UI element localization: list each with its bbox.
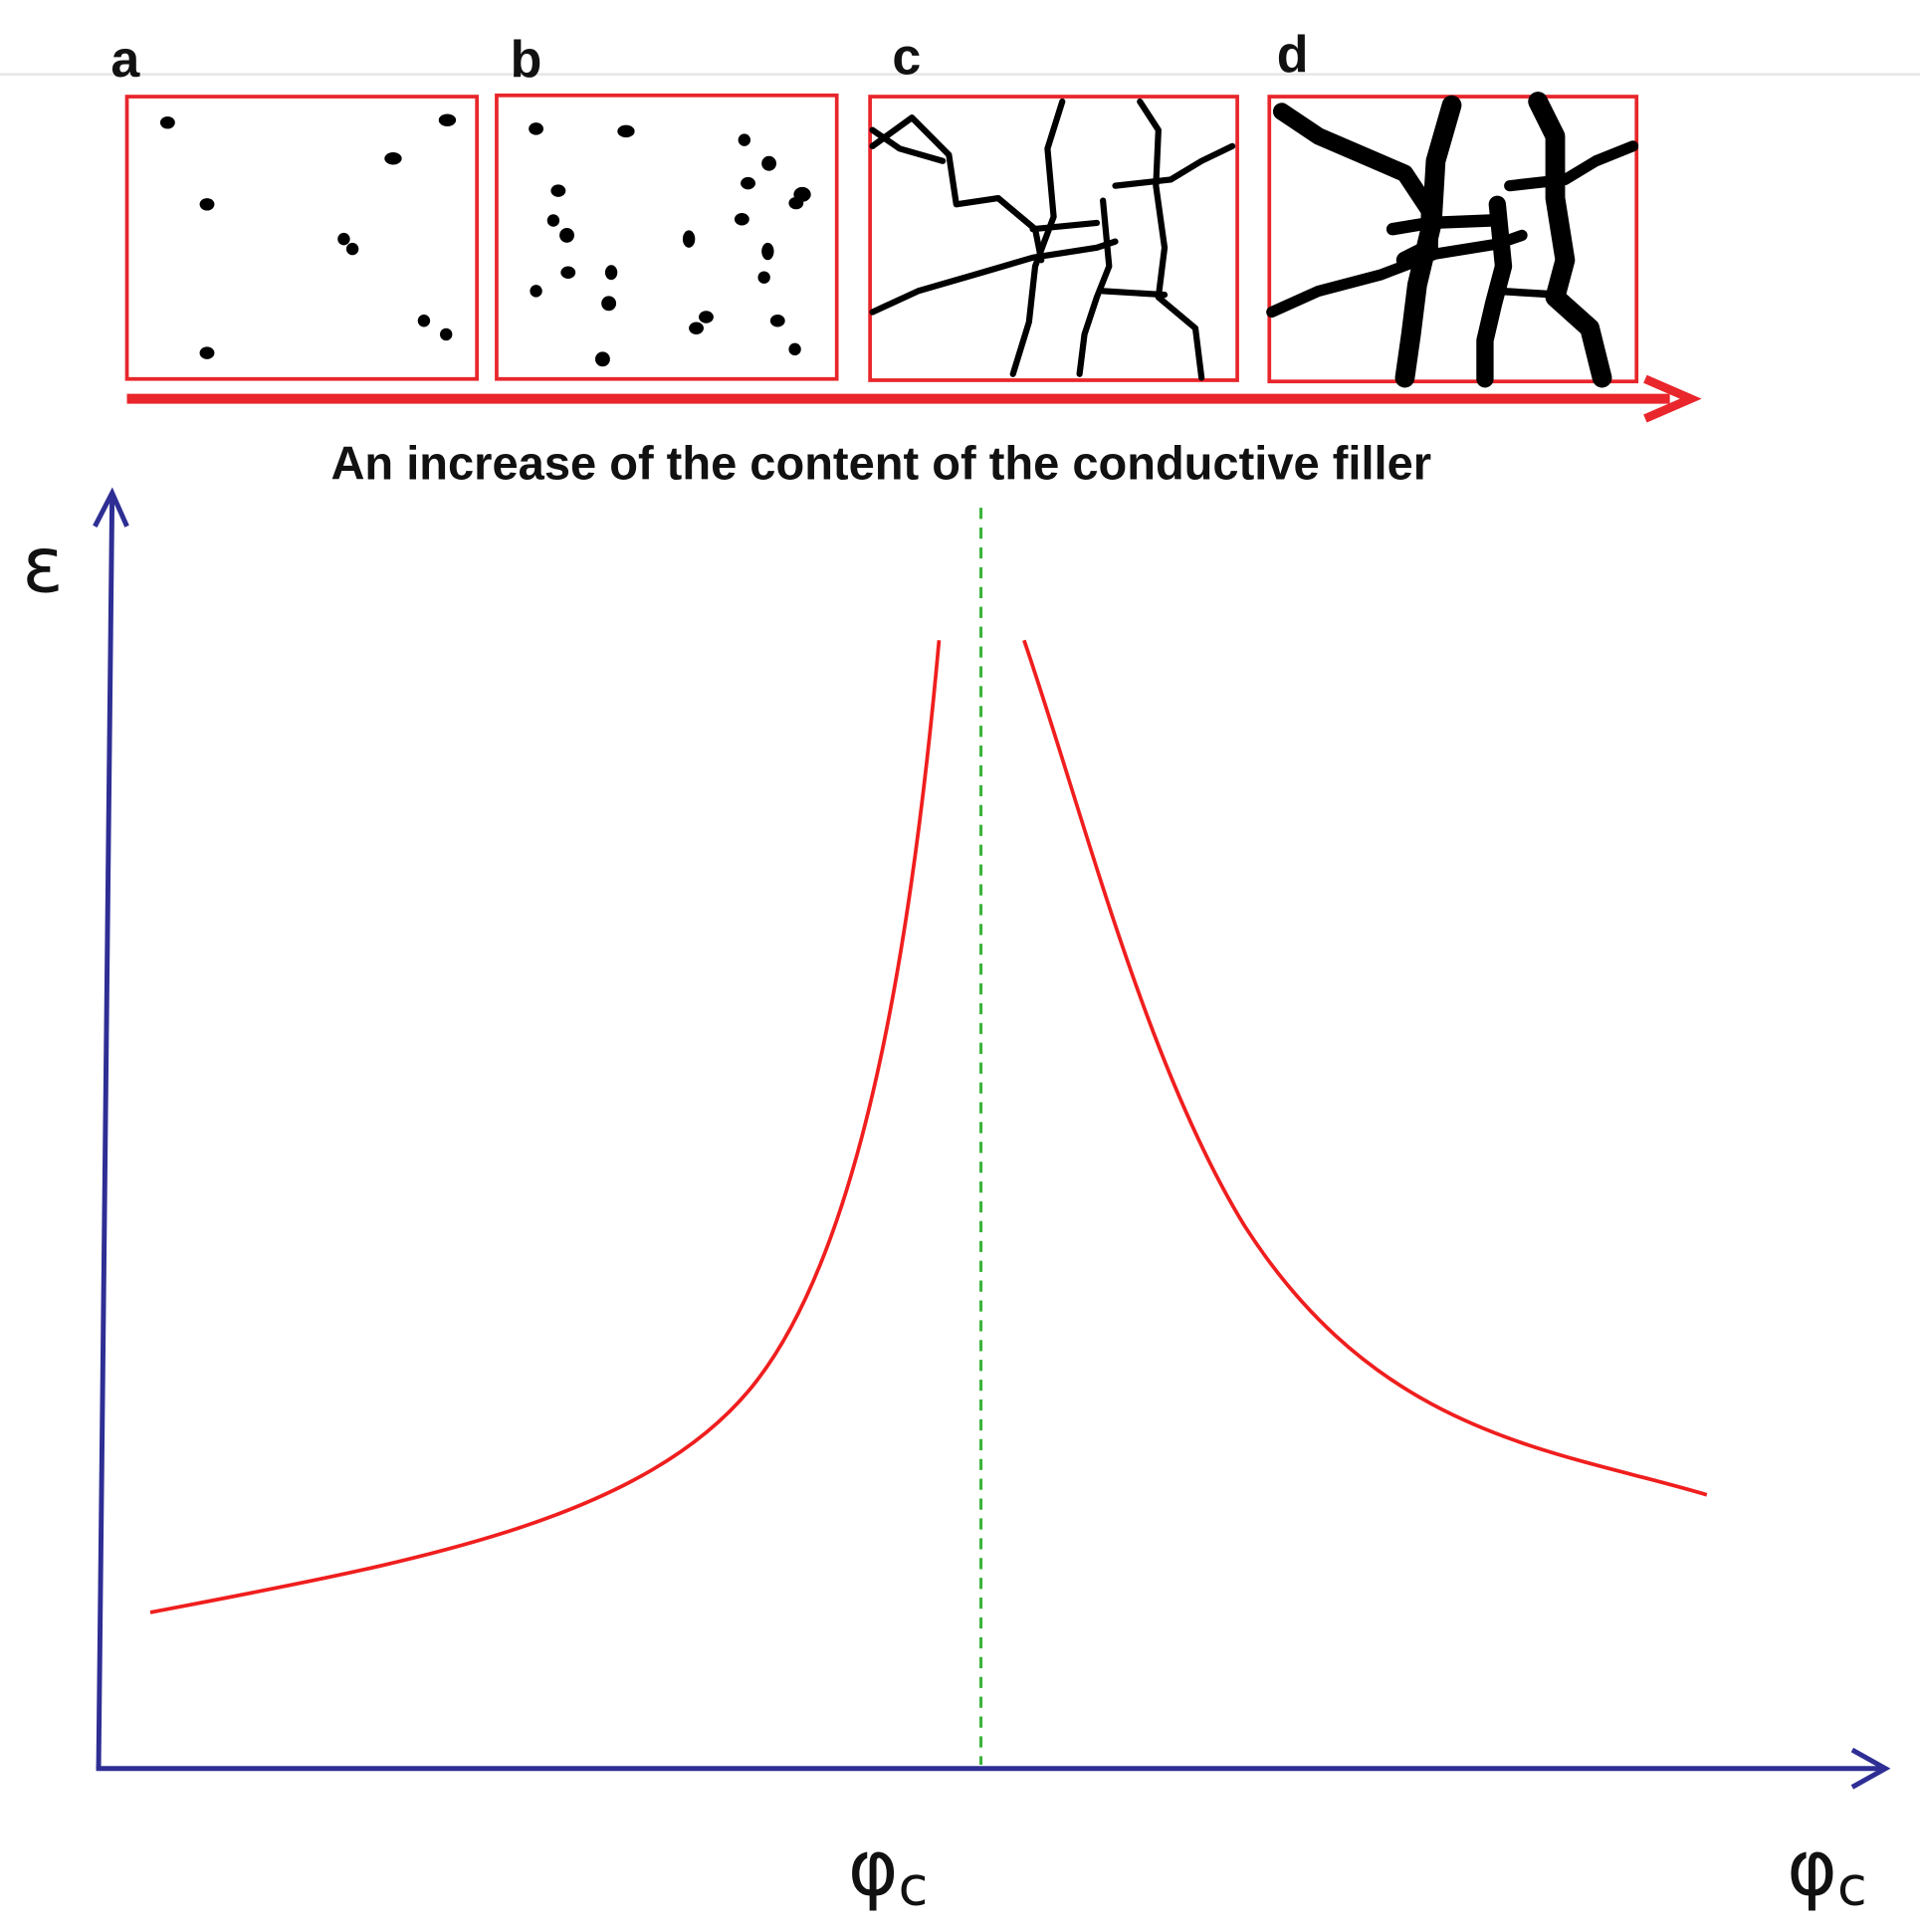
panel-label: b <box>511 31 542 89</box>
panel-frame <box>495 93 839 381</box>
panel-label: a <box>110 31 140 89</box>
arrow-head <box>1643 374 1702 423</box>
panel-label: d <box>1277 26 1309 84</box>
curve <box>1022 639 1708 1497</box>
caption: An increase of the content of the conduc… <box>330 436 1431 489</box>
particles <box>159 113 457 359</box>
curve <box>149 640 942 1614</box>
arrow-head <box>1850 1747 1891 1790</box>
symbol: φ <box>1787 1825 1837 1914</box>
subscript: c <box>1837 1854 1867 1918</box>
particles <box>529 122 811 367</box>
arrow-head <box>93 487 129 528</box>
conductive-network <box>869 98 1236 381</box>
x-axis-label: φc <box>1787 1825 1867 1918</box>
threshold-label: φc <box>848 1825 929 1918</box>
subscript: c <box>898 1854 928 1918</box>
symbol: φ <box>848 1825 899 1914</box>
conductive-network <box>1266 92 1639 388</box>
y-axis <box>96 495 115 1769</box>
y-axis-label: ε <box>22 523 63 611</box>
panel-frame <box>868 95 1239 382</box>
panel-frame <box>124 95 480 381</box>
panel-label: c <box>892 29 921 87</box>
